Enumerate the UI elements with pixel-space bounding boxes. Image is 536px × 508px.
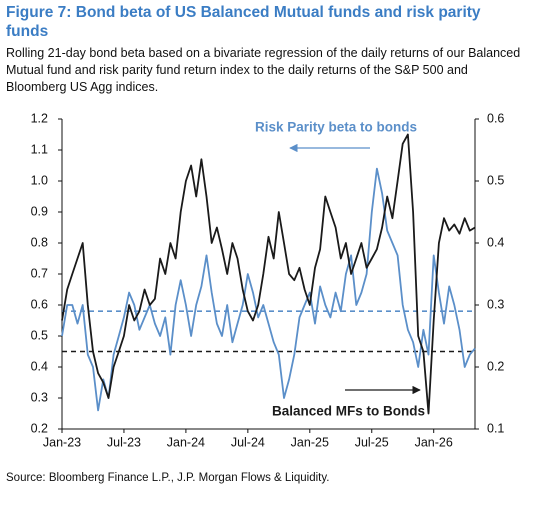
series-line <box>61 133 476 415</box>
series-line <box>61 167 476 412</box>
source: Source: Bloomberg Finance L.P., J.P. Mor… <box>6 472 330 484</box>
y-tick-label: 1.2 <box>31 111 48 125</box>
x-tick-label: Jul-23 <box>107 435 141 449</box>
chart: 0.2 0.3 0.4 0.5 0.6 0.7 0.8 0.9 1.0 1.1 1.2 0.1 0.2 0… <box>31 111 505 449</box>
y-tick-label: 0.5 <box>31 328 48 342</box>
subtitle: Rolling 21-day bond beta based on a biva… <box>6 46 521 94</box>
y-tick-label: 0.8 <box>31 235 48 249</box>
x-tick-label: Jan-24 <box>167 435 205 449</box>
x-tick-label: Jan-26 <box>415 435 453 449</box>
y2-tick-label: 0.4 <box>487 235 504 249</box>
y-tick-label: 0.2 <box>31 421 48 435</box>
x-tick-label: Jan-25 <box>291 435 329 449</box>
y-tick-label: 0.9 <box>31 204 48 218</box>
legend-label: Risk Parity beta to bonds <box>255 120 417 135</box>
y2-tick-label: 0.3 <box>487 297 504 311</box>
y-tick-label: 0.3 <box>31 390 48 404</box>
x-tick-label: Jul-25 <box>355 435 389 449</box>
y-tick-label: 0.6 <box>31 297 48 311</box>
title: Figure 7: Bond beta of US Balanced Mutua… <box>6 4 481 40</box>
y-tick-label: 0.7 <box>31 266 48 280</box>
y-tick-label: 1.1 <box>31 142 48 156</box>
y2-tick-label: 0.1 <box>487 421 504 435</box>
legend-label: Balanced MFs to Bonds <box>272 404 425 419</box>
x-tick-label: Jan-23 <box>43 435 81 449</box>
y2-tick-label: 0.2 <box>487 359 504 373</box>
y2-tick-label: 0.6 <box>487 111 504 125</box>
x-tick-label: Jul-24 <box>231 435 265 449</box>
y2-tick-label: 0.5 <box>487 173 504 187</box>
y-tick-label: 0.4 <box>31 359 48 373</box>
y-tick-label: 1.0 <box>31 173 48 187</box>
